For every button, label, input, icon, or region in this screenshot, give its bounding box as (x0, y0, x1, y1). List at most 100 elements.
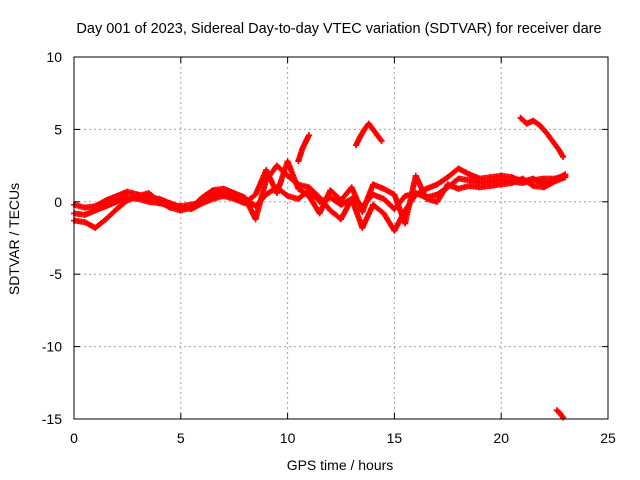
y-tick-label: -15 (42, 411, 62, 427)
data-point (241, 194, 248, 201)
y-tick-label: 0 (54, 194, 62, 210)
data-point (359, 208, 366, 215)
data-point (327, 187, 334, 194)
y-tick-label: 5 (54, 121, 62, 137)
data-point (103, 203, 110, 210)
data-point (284, 193, 291, 200)
data-point (209, 187, 216, 194)
data-point (156, 195, 163, 202)
data-point (199, 200, 206, 207)
data-point (338, 216, 344, 223)
data-point (113, 193, 120, 200)
chart-title: Day 001 of 2023, Sidereal Day-to-day VTE… (76, 21, 601, 37)
data-point (241, 200, 248, 207)
data-point (530, 117, 537, 124)
data-point (103, 216, 110, 223)
data-point (402, 220, 409, 227)
data-point (498, 181, 505, 188)
data-point (359, 224, 366, 231)
data-point (209, 195, 216, 202)
data-point (498, 172, 505, 179)
data-point (295, 195, 302, 202)
data-point (543, 129, 550, 136)
data-point (391, 191, 398, 198)
data-point (540, 184, 547, 191)
data-point (263, 166, 270, 173)
data-point (305, 132, 312, 139)
x-axis-label: GPS time / hours (287, 457, 394, 473)
data-point (352, 142, 359, 149)
data-point (81, 219, 88, 226)
data-point (380, 195, 387, 202)
data-point (135, 191, 142, 198)
data-point (361, 126, 368, 133)
data-point (378, 137, 385, 144)
data-point (517, 114, 524, 121)
data-point (556, 410, 563, 417)
data-point (444, 174, 451, 181)
data-point (444, 181, 451, 188)
data-point (348, 195, 355, 202)
data-point (284, 158, 291, 165)
data-point (540, 175, 547, 182)
data-point (252, 216, 259, 223)
data-track (295, 132, 312, 165)
data-point (231, 190, 238, 197)
x-tick-label: 25 (600, 430, 616, 446)
data-point (338, 197, 344, 204)
x-tick-label: 0 (70, 430, 78, 446)
data-point (231, 195, 238, 202)
data-point (305, 184, 312, 191)
data-point (316, 194, 323, 201)
x-tick-label: 5 (177, 430, 185, 446)
data-point (455, 175, 462, 182)
data-point (113, 198, 120, 205)
data-point (199, 194, 206, 201)
data-point (391, 206, 398, 213)
data-point (295, 185, 302, 192)
data-point (145, 194, 152, 201)
x-tick-label: 15 (387, 430, 403, 446)
data-point (508, 179, 515, 186)
data-point (391, 227, 398, 234)
data-point (273, 190, 280, 197)
data-point (466, 171, 473, 178)
data-point (476, 175, 483, 182)
data-point (370, 126, 377, 133)
data-point (124, 188, 131, 195)
data-point (455, 165, 462, 172)
data-point (519, 175, 526, 182)
data-point (92, 203, 99, 210)
data-point (220, 193, 227, 200)
data-point (124, 197, 131, 204)
data-point (295, 158, 302, 165)
data-point (487, 182, 494, 189)
data-point (466, 182, 473, 189)
data-point (303, 136, 310, 143)
data-point (284, 172, 291, 179)
data-point (177, 204, 184, 211)
data-point (508, 174, 515, 181)
data-point (555, 146, 562, 153)
data-point (434, 181, 441, 188)
data-point (92, 224, 99, 231)
data-point (357, 133, 364, 140)
data-point (434, 198, 441, 205)
data-point (560, 153, 567, 160)
data-point (476, 184, 483, 191)
data-point (374, 132, 381, 139)
x-tick-label: 20 (493, 430, 509, 446)
data-point (562, 174, 569, 181)
data-point (220, 185, 227, 192)
data-point (81, 211, 88, 218)
y-tick-label: -5 (50, 266, 63, 282)
data-point (305, 193, 312, 200)
data-points (71, 114, 569, 421)
data-track (71, 158, 569, 227)
data-point (560, 414, 567, 421)
data-point (370, 181, 377, 188)
data-point (530, 175, 537, 182)
x-tick-label: 10 (280, 430, 296, 446)
grid (74, 57, 608, 419)
data-point (81, 204, 88, 211)
